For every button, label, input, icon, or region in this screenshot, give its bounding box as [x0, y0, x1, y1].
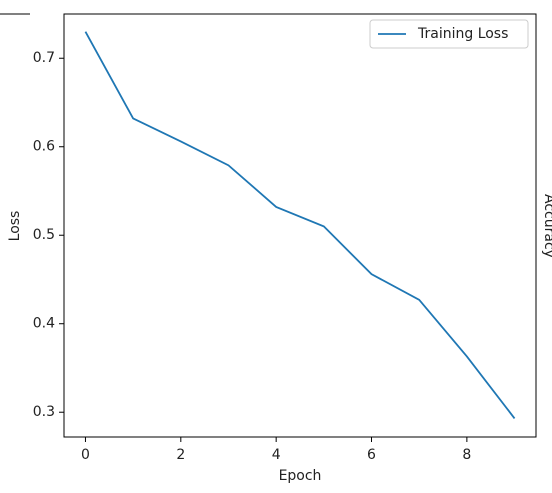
- y-tick-label: 0.3: [33, 404, 55, 420]
- x-axis-label: Epoch: [279, 468, 322, 484]
- y-tick-label: 0.5: [33, 227, 55, 243]
- y-tick-label: 0.7: [33, 50, 55, 66]
- x-tick-label: 0: [81, 447, 90, 463]
- x-tick-label: 6: [367, 447, 376, 463]
- y-axis-label: Loss: [7, 211, 23, 242]
- y-tick-label: 0.4: [33, 316, 55, 332]
- y-tick-label: 0.6: [33, 139, 55, 155]
- x-tick-label: 4: [272, 447, 281, 463]
- plot-frame: [63, 13, 537, 438]
- legend-box: [369, 19, 529, 49]
- x-tick-label: 8: [462, 447, 471, 463]
- side-label: Accuracy: [541, 194, 552, 258]
- legend-label: Training Loss: [417, 26, 508, 42]
- data-line: [84, 31, 516, 419]
- x-tick-label: 2: [176, 447, 185, 463]
